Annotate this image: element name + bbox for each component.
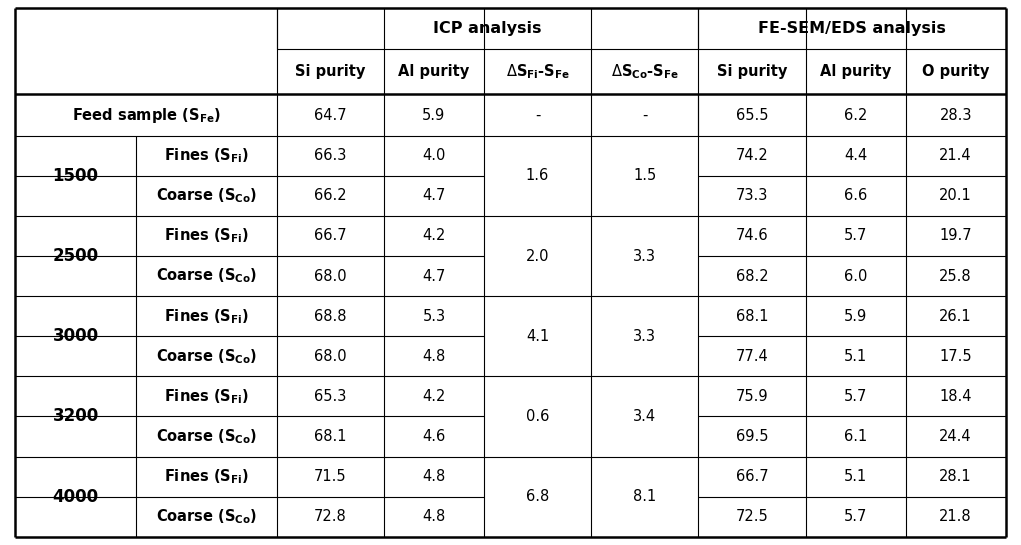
Text: Fines ($\mathregular{S_{Fi}}$): Fines ($\mathregular{S_{Fi}}$) (163, 467, 249, 486)
Text: 4.7: 4.7 (423, 189, 445, 203)
Text: 6.6: 6.6 (844, 189, 867, 203)
Text: 24.4: 24.4 (939, 429, 972, 444)
Text: 4.2: 4.2 (423, 228, 445, 244)
Text: 4.8: 4.8 (423, 349, 445, 364)
Text: 72.8: 72.8 (313, 509, 347, 524)
Text: 3000: 3000 (52, 327, 99, 345)
Text: -: - (535, 107, 540, 123)
Text: 1500: 1500 (52, 167, 99, 185)
Text: Feed sample ($\mathregular{S_{Fe}}$): Feed sample ($\mathregular{S_{Fe}}$) (71, 106, 221, 125)
Text: 72.5: 72.5 (735, 509, 769, 524)
Text: Coarse ($\mathregular{S_{Co}}$): Coarse ($\mathregular{S_{Co}}$) (155, 507, 257, 526)
Text: 8.1: 8.1 (633, 489, 657, 504)
Text: 3.3: 3.3 (633, 329, 657, 344)
Text: 68.1: 68.1 (736, 308, 768, 324)
Text: 68.8: 68.8 (314, 308, 346, 324)
Text: Si purity: Si purity (717, 64, 787, 80)
Text: 4.4: 4.4 (844, 148, 867, 163)
Text: 5.1: 5.1 (844, 349, 867, 364)
Text: 5.1: 5.1 (844, 469, 867, 484)
Text: 4000: 4000 (52, 488, 99, 506)
Text: Coarse ($\mathregular{S_{Co}}$): Coarse ($\mathregular{S_{Co}}$) (155, 347, 257, 366)
Text: 21.8: 21.8 (939, 509, 972, 524)
Text: Al purity: Al purity (398, 64, 470, 80)
Text: 75.9: 75.9 (736, 389, 768, 404)
Text: 1.6: 1.6 (526, 168, 549, 183)
Text: 74.2: 74.2 (735, 148, 769, 163)
Text: 68.0: 68.0 (314, 349, 346, 364)
Text: Fines ($\mathregular{S_{Fi}}$): Fines ($\mathregular{S_{Fi}}$) (163, 307, 249, 325)
Text: ICP analysis: ICP analysis (433, 21, 542, 37)
Text: 65.3: 65.3 (314, 389, 346, 404)
Text: 4.8: 4.8 (423, 509, 445, 524)
Text: 0.6: 0.6 (526, 409, 549, 424)
Text: 5.7: 5.7 (844, 228, 867, 244)
Text: Si purity: Si purity (295, 64, 366, 80)
Text: 3200: 3200 (52, 408, 99, 426)
Text: 64.7: 64.7 (314, 107, 346, 123)
Text: 68.0: 68.0 (314, 269, 346, 283)
Text: 4.0: 4.0 (423, 148, 445, 163)
Text: 19.7: 19.7 (939, 228, 972, 244)
Text: $\Delta$S$_\mathregular{Fi}$-S$_\mathregular{Fe}$: $\Delta$S$_\mathregular{Fi}$-S$_\mathreg… (505, 63, 570, 81)
Text: 5.9: 5.9 (423, 107, 445, 123)
Text: 5.7: 5.7 (844, 509, 867, 524)
Text: O purity: O purity (922, 64, 989, 80)
Text: 69.5: 69.5 (736, 429, 768, 444)
Text: 18.4: 18.4 (939, 389, 972, 404)
Text: 65.5: 65.5 (736, 107, 768, 123)
Text: 4.1: 4.1 (526, 329, 549, 344)
Text: FE-SEM/EDS analysis: FE-SEM/EDS analysis (758, 21, 946, 37)
Text: 3.3: 3.3 (633, 249, 657, 264)
Text: Fines ($\mathregular{S_{Fi}}$): Fines ($\mathregular{S_{Fi}}$) (163, 147, 249, 165)
Text: 28.1: 28.1 (939, 469, 972, 484)
Text: 66.2: 66.2 (314, 189, 346, 203)
Text: 20.1: 20.1 (939, 189, 972, 203)
Text: $\Delta$S$_\mathregular{Co}$-S$_\mathregular{Fe}$: $\Delta$S$_\mathregular{Co}$-S$_\mathreg… (611, 63, 679, 81)
Text: 2.0: 2.0 (526, 249, 549, 264)
Text: 71.5: 71.5 (314, 469, 346, 484)
Text: 5.3: 5.3 (423, 308, 445, 324)
Text: Coarse ($\mathregular{S_{Co}}$): Coarse ($\mathregular{S_{Co}}$) (155, 267, 257, 286)
Text: 21.4: 21.4 (939, 148, 972, 163)
Text: 66.7: 66.7 (736, 469, 768, 484)
Text: 25.8: 25.8 (939, 269, 972, 283)
Text: 3.4: 3.4 (633, 409, 657, 424)
Text: 74.6: 74.6 (736, 228, 768, 244)
Text: -: - (642, 107, 647, 123)
Text: 5.7: 5.7 (844, 389, 867, 404)
Text: Fines ($\mathregular{S_{Fi}}$): Fines ($\mathregular{S_{Fi}}$) (163, 227, 249, 245)
Text: 4.2: 4.2 (423, 389, 445, 404)
Text: 5.9: 5.9 (844, 308, 867, 324)
Text: 4.7: 4.7 (423, 269, 445, 283)
Text: 68.2: 68.2 (736, 269, 768, 283)
Text: 6.1: 6.1 (844, 429, 867, 444)
Text: Coarse ($\mathregular{S_{Co}}$): Coarse ($\mathregular{S_{Co}}$) (155, 186, 257, 205)
Text: 26.1: 26.1 (939, 308, 972, 324)
Text: Coarse ($\mathregular{S_{Co}}$): Coarse ($\mathregular{S_{Co}}$) (155, 427, 257, 446)
Text: 66.3: 66.3 (314, 148, 346, 163)
Text: 68.1: 68.1 (314, 429, 346, 444)
Text: 77.4: 77.4 (735, 349, 769, 364)
Text: 6.0: 6.0 (844, 269, 867, 283)
Text: 28.3: 28.3 (939, 107, 972, 123)
Text: 66.7: 66.7 (314, 228, 346, 244)
Text: 4.6: 4.6 (423, 429, 445, 444)
Text: Fines ($\mathregular{S_{Fi}}$): Fines ($\mathregular{S_{Fi}}$) (163, 387, 249, 406)
Text: 73.3: 73.3 (736, 189, 768, 203)
Text: 2500: 2500 (52, 247, 99, 265)
Text: 1.5: 1.5 (633, 168, 657, 183)
Text: Al purity: Al purity (820, 64, 891, 80)
Text: 6.2: 6.2 (844, 107, 867, 123)
Text: 17.5: 17.5 (939, 349, 972, 364)
Text: 6.8: 6.8 (526, 489, 549, 504)
Text: 4.8: 4.8 (423, 469, 445, 484)
